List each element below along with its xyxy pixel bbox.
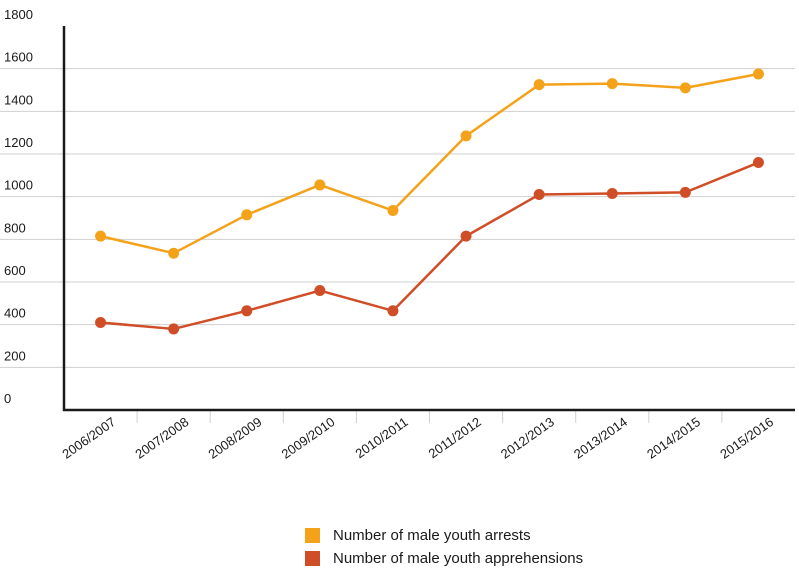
data-point — [752, 157, 764, 169]
x-tick-label: 2007/2008 — [132, 414, 191, 462]
x-tick-label: 2014/2015 — [644, 414, 703, 462]
legend-label-apprehensions: Number of male youth apprehensions — [333, 550, 584, 567]
series-layer — [95, 68, 764, 335]
y-tick-label: 1200 — [4, 135, 33, 150]
data-point — [387, 305, 399, 317]
y-tick-label: 200 — [4, 348, 26, 363]
y-axis-ticks: 0 200 400 600 800 1000 1200 1400 1600 1800 — [4, 7, 33, 406]
x-tick-label: 2015/2016 — [717, 414, 776, 462]
data-point — [241, 209, 253, 221]
legend: Number of male youth arrests Number of m… — [305, 524, 583, 570]
grid-lines — [0, 68, 795, 423]
line-chart: 0 200 400 600 800 1000 1200 1400 1600 1800 2006/2… — [0, 7, 795, 462]
data-point — [460, 130, 472, 142]
y-tick-label: 400 — [4, 306, 26, 321]
data-point — [679, 186, 691, 198]
legend-label-arrests: Number of male youth arrests — [333, 527, 531, 544]
y-tick-label: 1600 — [4, 50, 33, 65]
data-point — [679, 82, 691, 94]
legend-swatch-apprehensions — [305, 551, 320, 566]
data-point — [752, 68, 764, 80]
data-point — [241, 305, 253, 317]
data-point — [387, 205, 399, 217]
data-point — [168, 247, 180, 259]
y-tick-label: 1000 — [4, 178, 33, 193]
series-line-1 — [100, 161, 759, 331]
x-tick-label: 2013/2014 — [571, 414, 630, 462]
x-axis-ticks: 2006/2007 2007/2008 2008/2009 2009/2010 2010… — [59, 414, 776, 462]
legend-swatch-arrests — [305, 528, 320, 543]
legend-item-arrests: Number of male youth arrests — [305, 524, 583, 547]
data-point — [460, 230, 472, 242]
x-tick-label: 2006/2007 — [59, 414, 118, 462]
x-tick-label: 2011/2012 — [426, 414, 484, 461]
data-point — [533, 79, 545, 91]
data-point — [95, 230, 107, 242]
data-point — [314, 179, 326, 191]
x-tick-label: 2008/2009 — [206, 414, 265, 462]
x-tick-label: 2012/2013 — [498, 414, 557, 462]
y-tick-label: 800 — [4, 220, 26, 235]
data-point — [606, 78, 618, 90]
data-point — [314, 285, 326, 297]
data-point — [533, 189, 545, 201]
series-line-0 — [100, 72, 759, 255]
y-tick-label: 0 — [4, 391, 11, 406]
y-tick-label: 1800 — [4, 7, 33, 22]
data-point — [606, 187, 618, 199]
x-tick-label: 2010/2011 — [353, 414, 411, 461]
y-tick-label: 1400 — [4, 92, 33, 107]
data-point — [168, 323, 180, 335]
x-tick-label: 2009/2010 — [279, 414, 338, 462]
y-tick-label: 600 — [4, 263, 26, 278]
data-point — [95, 317, 107, 329]
legend-item-apprehensions: Number of male youth apprehensions — [305, 547, 583, 570]
